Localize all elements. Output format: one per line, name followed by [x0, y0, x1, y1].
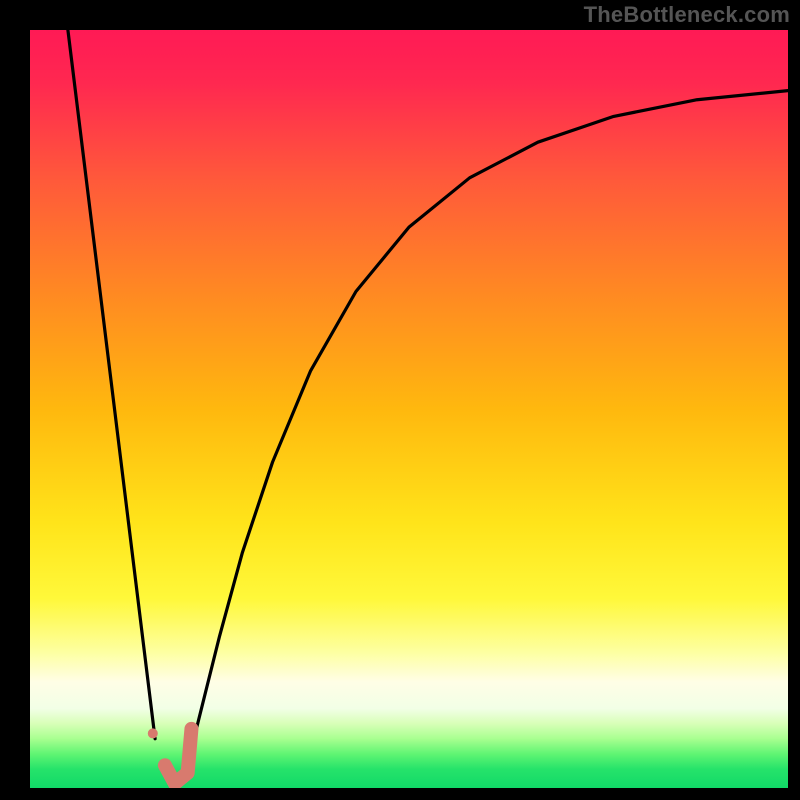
- watermark-text: TheBottleneck.com: [584, 2, 790, 28]
- chart-frame: TheBottleneck.com: [0, 0, 800, 800]
- plot-area: [30, 30, 788, 788]
- marker-dot: [148, 728, 158, 738]
- gradient-background: [30, 30, 788, 788]
- plot-svg: [30, 30, 788, 788]
